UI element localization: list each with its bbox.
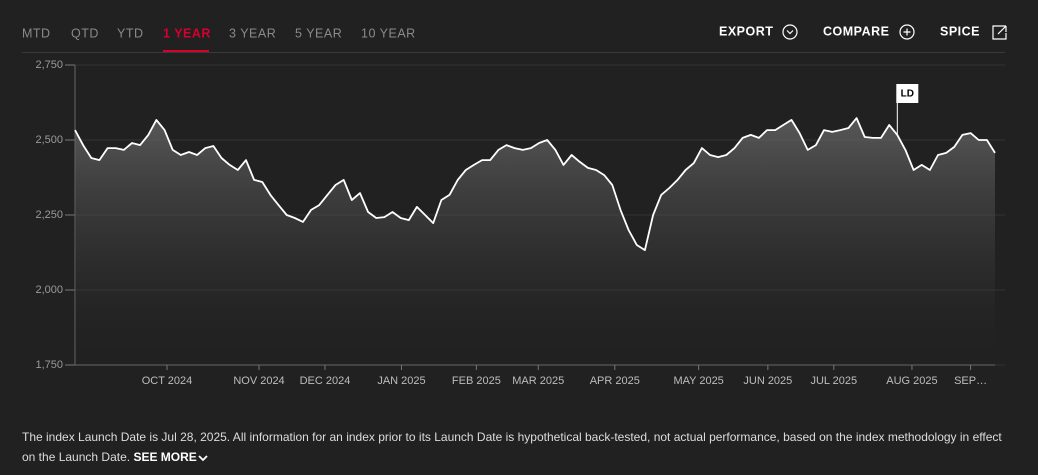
range-tab[interactable]: 5 YEAR	[295, 26, 342, 40]
y-tick-label: 2,500	[35, 134, 63, 146]
compare-icon	[899, 24, 915, 40]
y-tick-label: 2,750	[35, 59, 63, 71]
area-fill	[75, 118, 995, 365]
x-tick-label: JAN 2025	[377, 375, 425, 387]
annotation-box	[896, 84, 919, 103]
x-tick-label: APR 2025	[590, 375, 640, 387]
active-underline	[163, 50, 209, 52]
x-tick-label: DEC 2024	[300, 375, 351, 387]
y-tick-label: 2,250	[35, 209, 63, 221]
price-line	[74, 117, 996, 251]
range-tab[interactable]: 10 YEAR	[361, 26, 416, 40]
spice-icon	[992, 25, 1007, 40]
action-button[interactable]: EXPORT	[719, 24, 773, 38]
x-tick-label: OCT 2024	[142, 375, 193, 387]
range-tab[interactable]: YTD	[117, 26, 144, 40]
range-tab[interactable]: 1 YEAR	[163, 26, 211, 40]
range-tab[interactable]: QTD	[71, 26, 99, 40]
x-tick-label: SEP…	[954, 375, 987, 387]
x-tick-label: JUL 2025	[810, 375, 857, 387]
x-tick-label: JUN 2025	[743, 375, 792, 387]
x-tick-label: MAY 2025	[673, 375, 723, 387]
action-button[interactable]: COMPARE	[823, 24, 889, 38]
chevron-icon	[198, 455, 208, 462]
see-more[interactable]: SEE MORE	[133, 450, 197, 464]
export-icon-chevron	[786, 30, 794, 35]
x-tick-label: MAR 2025	[512, 375, 564, 387]
action-button[interactable]: SPICE	[940, 24, 980, 38]
annotation-label: LD	[901, 89, 914, 100]
chart: MTD QTD YTD 1 YEAR 3 YEAR 5 YEAR 10 YEAR EXPORT…	[22, 24, 1007, 387]
x-tick-label: AUG 2025	[886, 375, 937, 387]
footnote-text: The index Launch Date is Jul 28, 2025. A…	[22, 430, 1002, 464]
x-tick-label: FEB 2025	[452, 375, 501, 387]
footnote: The index Launch Date is Jul 28, 2025. A…	[22, 427, 1002, 467]
x-tick-label: NOV 2024	[233, 375, 284, 387]
export-icon	[782, 24, 798, 40]
y-tick-label: 1,750	[35, 359, 63, 371]
range-tab[interactable]: MTD	[22, 26, 51, 40]
y-tick-label: 2,000	[35, 284, 63, 296]
compare-icon-plus	[903, 28, 911, 36]
range-tab[interactable]: 3 YEAR	[229, 26, 276, 40]
